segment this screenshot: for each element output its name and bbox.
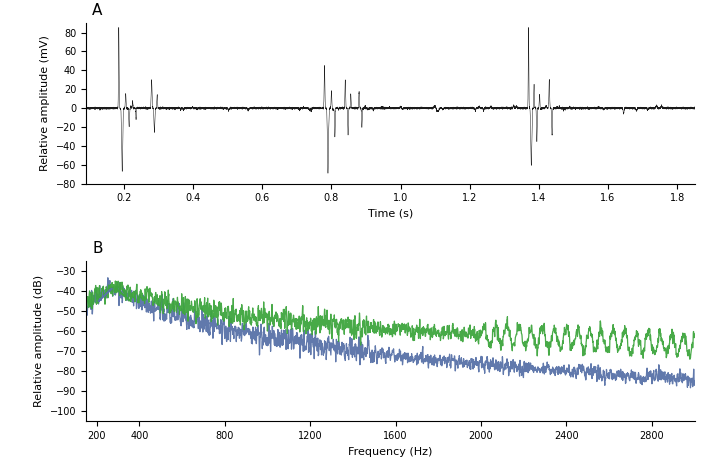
X-axis label: Time (s): Time (s) — [367, 209, 413, 219]
Text: A: A — [92, 3, 102, 19]
Y-axis label: Relative amplitude (dB): Relative amplitude (dB) — [34, 275, 44, 407]
Y-axis label: Relative amplitude (mV): Relative amplitude (mV) — [40, 36, 50, 171]
X-axis label: Frequency (Hz): Frequency (Hz) — [348, 447, 432, 457]
Text: B: B — [92, 241, 102, 256]
